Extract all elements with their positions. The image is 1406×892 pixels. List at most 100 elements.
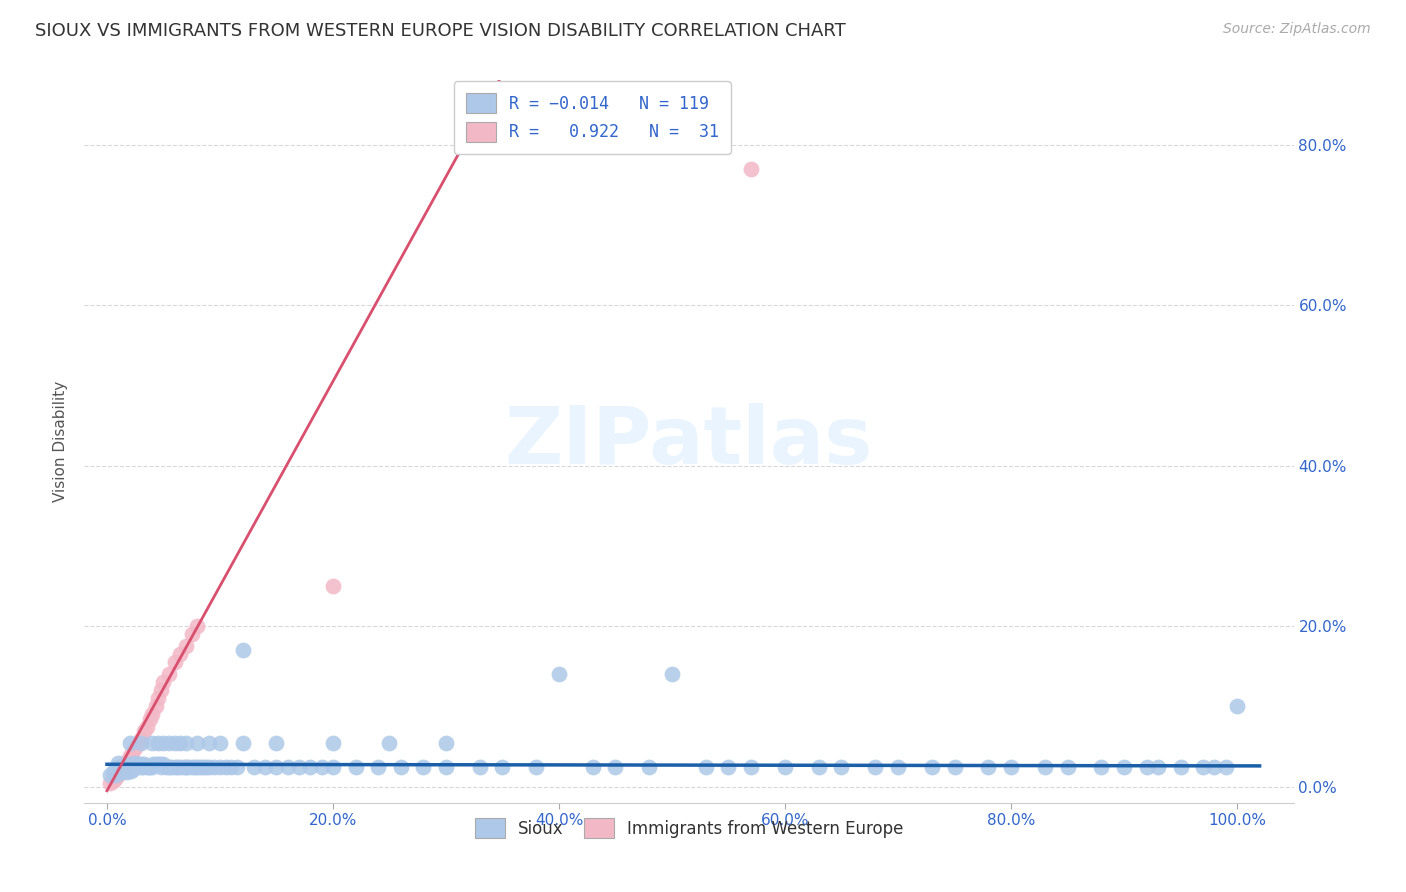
Point (378, 735, 401, 749)
Point (1215, 760, 1237, 774)
Point (1112, 760, 1135, 774)
Point (139, 760, 162, 774)
Point (122, 762, 145, 776)
Point (145, 699, 167, 714)
Point (163, 655, 186, 669)
Point (582, 760, 605, 774)
Point (128, 735, 150, 749)
Point (112, 760, 135, 774)
Legend: Sioux, Immigrants from Western Europe: Sioux, Immigrants from Western Europe (468, 812, 910, 845)
Point (141, 735, 163, 749)
Point (208, 760, 231, 774)
Point (142, 757, 165, 772)
Point (118, 749, 141, 764)
Point (177, 760, 200, 774)
Point (208, 735, 231, 749)
Point (101, 765, 124, 780)
Point (112, 760, 135, 774)
Point (807, 760, 830, 774)
Point (152, 757, 174, 772)
Point (157, 667, 180, 681)
Point (197, 735, 219, 749)
Point (202, 760, 225, 774)
Point (149, 757, 172, 772)
Point (104, 764, 127, 778)
Point (105, 770, 128, 784)
Point (110, 762, 132, 776)
Point (740, 760, 762, 774)
Point (197, 760, 219, 774)
Point (180, 760, 202, 774)
Point (605, 760, 627, 774)
Point (921, 760, 943, 774)
Point (163, 760, 186, 774)
Point (173, 760, 195, 774)
Point (266, 735, 288, 749)
Point (1033, 760, 1056, 774)
Point (107, 767, 129, 781)
Point (118, 762, 141, 776)
Point (322, 735, 344, 749)
Point (277, 760, 299, 774)
Text: SIOUX VS IMMIGRANTS FROM WESTERN EUROPE VISION DISABILITY CORRELATION CHART: SIOUX VS IMMIGRANTS FROM WESTERN EUROPE … (35, 22, 846, 40)
Point (114, 757, 136, 772)
Point (174, 735, 197, 749)
Point (226, 760, 249, 774)
Point (887, 760, 910, 774)
Point (128, 757, 150, 772)
Point (107, 760, 129, 774)
Point (157, 735, 180, 749)
Point (166, 760, 188, 774)
Point (121, 746, 143, 760)
Point (117, 754, 139, 768)
Point (129, 735, 152, 749)
Point (266, 760, 288, 774)
Point (389, 760, 412, 774)
Point (299, 760, 322, 774)
Point (146, 735, 169, 749)
Point (191, 760, 214, 774)
Point (150, 760, 173, 774)
Point (174, 760, 197, 774)
Point (124, 756, 146, 770)
Point (174, 639, 197, 653)
Point (118, 757, 141, 772)
Point (468, 760, 491, 774)
Point (1192, 760, 1215, 774)
Point (740, 161, 762, 176)
Point (254, 760, 277, 774)
Point (773, 760, 796, 774)
Text: Source: ZipAtlas.com: Source: ZipAtlas.com (1223, 22, 1371, 37)
Point (1000, 760, 1022, 774)
Point (107, 756, 129, 770)
Point (322, 760, 344, 774)
Point (1204, 760, 1226, 774)
Point (107, 764, 129, 778)
Point (311, 760, 333, 774)
Point (155, 760, 177, 774)
Point (118, 735, 141, 749)
Point (114, 762, 136, 776)
Point (121, 760, 143, 774)
Point (139, 712, 162, 726)
Point (1136, 760, 1159, 774)
Point (141, 707, 163, 722)
Point (186, 760, 208, 774)
Point (145, 757, 167, 772)
Point (157, 760, 180, 774)
Point (117, 760, 139, 774)
Point (163, 735, 186, 749)
Point (141, 760, 163, 774)
Point (186, 735, 208, 749)
Point (180, 627, 202, 641)
Point (134, 757, 156, 772)
Point (188, 760, 211, 774)
Point (943, 760, 966, 774)
Point (288, 760, 311, 774)
Point (524, 760, 547, 774)
Point (1056, 760, 1078, 774)
Point (865, 760, 887, 774)
Point (491, 760, 513, 774)
Point (111, 762, 134, 776)
Point (135, 760, 157, 774)
